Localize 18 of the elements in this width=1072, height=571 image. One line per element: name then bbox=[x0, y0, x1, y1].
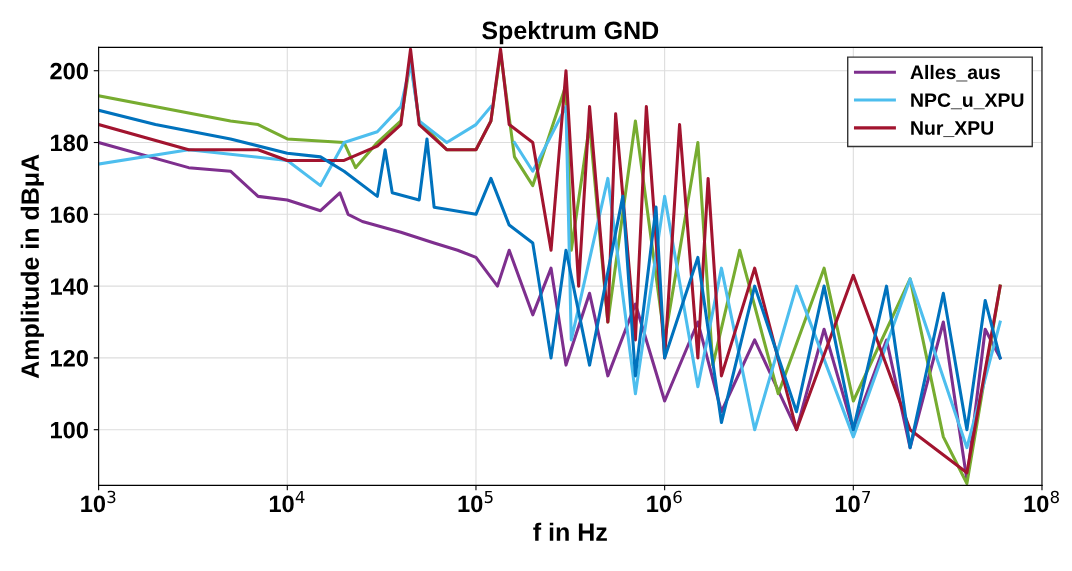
y-tick-label: 160 bbox=[51, 206, 88, 224]
y-axis-title: Amplitude in dBμA bbox=[20, 154, 44, 379]
x-tick-label: 10$^{5}$ bbox=[458, 490, 493, 513]
y-tick-label: 100 bbox=[51, 421, 88, 439]
x-tick-label: 10$^{6}$ bbox=[647, 490, 682, 513]
y-tick-label: 180 bbox=[51, 134, 88, 152]
x-tick-label: 10$^{4}$ bbox=[269, 490, 305, 513]
legend-label: NPC_u_XPU bbox=[911, 93, 1024, 110]
chart-title: Spektrum GND bbox=[482, 20, 659, 45]
legend-label: Nur_XPU bbox=[911, 121, 994, 138]
x-axis-title: f in Hz bbox=[533, 522, 607, 541]
x-tick-label: 10$^{3}$ bbox=[81, 490, 116, 513]
legend-label: Alles_aus bbox=[910, 64, 1000, 82]
x-tick-label: 10$^{8}$ bbox=[1024, 490, 1059, 513]
y-tick-label: 120 bbox=[51, 349, 88, 367]
x-tick-label: 10$^{7}$ bbox=[835, 490, 871, 513]
y-tick-label: 140 bbox=[51, 278, 88, 295]
y-tick-label: 200 bbox=[50, 62, 88, 80]
